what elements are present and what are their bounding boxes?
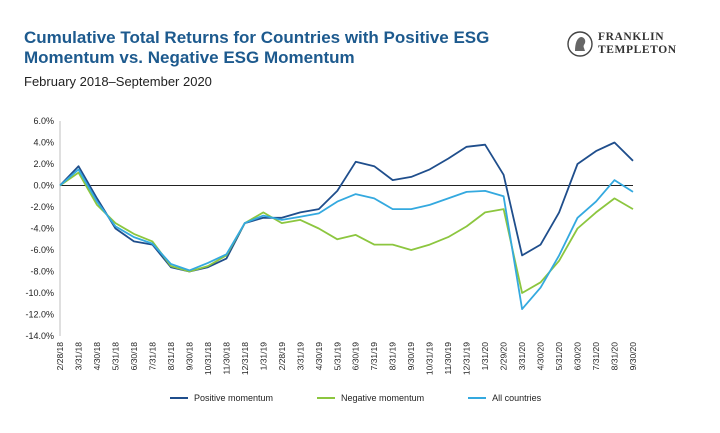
logo-wordmark: FRANKLIN TEMPLETON (598, 31, 677, 57)
x-tick-label: 6/30/20 (573, 342, 583, 371)
x-tick-label: 6/30/18 (129, 342, 139, 371)
x-tick-label: 12/31/19 (462, 342, 472, 375)
x-tick-label: 4/30/20 (536, 342, 546, 371)
x-tick-label: 10/31/18 (203, 342, 213, 375)
legend-swatch-all (468, 397, 487, 399)
legend-item-positive: Positive momentum (170, 393, 273, 403)
franklin-head-icon (567, 31, 593, 57)
x-tick-label: 2/29/20 (499, 342, 509, 371)
x-tick-label: 8/31/18 (166, 342, 176, 371)
logo-line-2: TEMPLETON (598, 44, 677, 56)
x-tick-label: 2/28/19 (277, 342, 287, 371)
y-tick-label: -4.0% (30, 224, 54, 234)
x-tick-label: 12/31/18 (240, 342, 250, 375)
x-tick-label: 5/31/19 (332, 342, 342, 371)
x-tick-label: 2/28/18 (55, 342, 65, 371)
x-tick-label: 8/31/20 (610, 342, 620, 371)
y-tick-label: -14.0% (25, 331, 54, 341)
chart-subtitle: February 2018–September 2020 (24, 74, 212, 89)
series-line-positive (59, 141, 634, 273)
y-tick-label: 4.0% (33, 138, 54, 148)
chart-title: Cumulative Total Returns for Countries w… (24, 28, 490, 67)
legend-label-all: All countries (492, 393, 542, 403)
x-tick-label: 7/31/19 (369, 342, 379, 371)
legend-item-negative: Negative momentum (317, 393, 424, 403)
x-tick-label: 1/31/20 (480, 342, 490, 371)
x-tick-label: 3/31/19 (295, 342, 305, 371)
x-tick-label: 6/30/19 (351, 342, 361, 371)
logo-line-1: FRANKLIN (598, 31, 665, 43)
y-tick-label: -8.0% (30, 267, 54, 277)
legend-swatch-negative (317, 397, 336, 399)
legend-swatch-positive (170, 397, 188, 399)
legend-item-all: All countries (468, 393, 541, 403)
x-tick-label: 11/30/18 (221, 342, 231, 375)
y-tick-label: -2.0% (30, 202, 54, 212)
y-tick-label: -6.0% (30, 245, 54, 255)
y-tick-label: -10.0% (25, 288, 54, 298)
franklin-templeton-logo: FRANKLIN TEMPLETON (566, 31, 677, 57)
y-tick-label: 2.0% (33, 159, 54, 169)
x-tick-label: 4/30/18 (92, 342, 102, 371)
y-tick-label: 6.0% (33, 116, 54, 126)
legend-label-positive: Positive momentum (194, 393, 274, 403)
y-tick-label: 0.0% (33, 181, 54, 191)
x-tick-label: 3/31/18 (73, 342, 83, 371)
series-line-negative (59, 171, 634, 294)
x-tick-label: 7/31/18 (147, 342, 157, 371)
x-tick-label: 11/30/19 (443, 342, 453, 375)
legend-label-negative: Negative momentum (341, 393, 425, 403)
x-tick-label: 5/31/20 (554, 342, 564, 371)
chart-legend: Positive momentum Negative momentum All … (170, 393, 541, 403)
x-tick-label: 1/31/19 (258, 342, 268, 371)
x-tick-label: 9/30/20 (628, 342, 638, 371)
x-tick-label: 8/31/19 (388, 342, 398, 371)
x-tick-label: 10/31/19 (425, 342, 435, 375)
series-line-all (59, 168, 634, 311)
y-tick-label: -12.0% (25, 310, 54, 320)
x-tick-label: 4/30/19 (314, 342, 324, 371)
x-tick-label: 3/31/20 (517, 342, 527, 371)
x-tick-label: 5/31/18 (110, 342, 120, 371)
x-tick-label: 9/30/19 (406, 342, 416, 371)
x-tick-label: 7/31/20 (591, 342, 601, 371)
x-tick-label: 9/30/18 (184, 342, 194, 371)
